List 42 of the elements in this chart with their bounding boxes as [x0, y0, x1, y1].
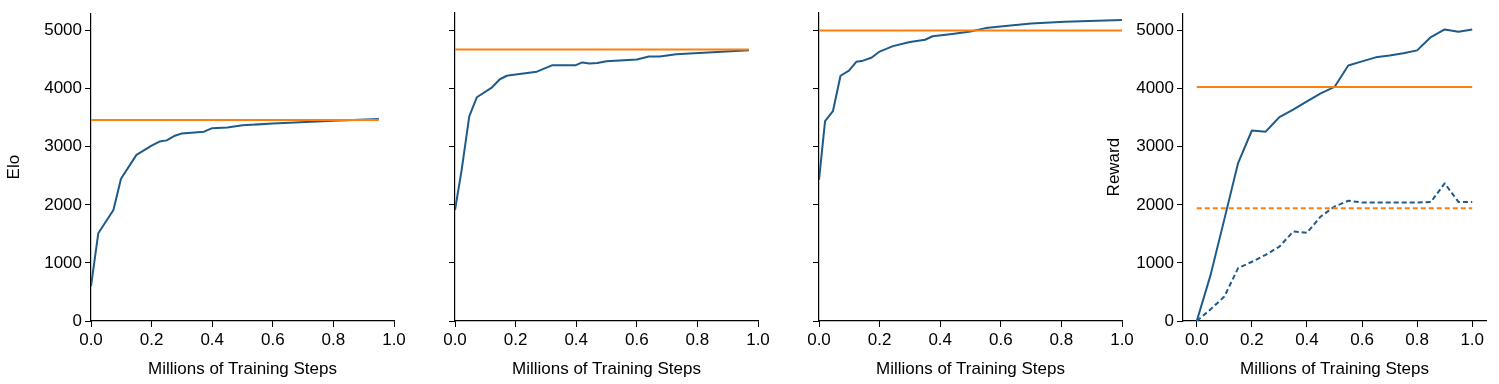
x-tick-label: 0.8 [685, 329, 710, 349]
x-tick-label: 0.2 [139, 329, 164, 349]
x-tick-label: 0.0 [1184, 329, 1209, 349]
x-tick-label: 0.6 [624, 329, 649, 349]
x-tick-label: 0.4 [200, 329, 225, 349]
y-tick-label: 0 [72, 310, 82, 330]
y-tick-label: 3000 [44, 136, 82, 156]
x-tick-label: 0.6 [260, 329, 285, 349]
x-tick-label: 1.0 [746, 329, 770, 349]
y-tick-label: 4000 [1136, 78, 1174, 98]
y-tick-label: 0 [1164, 310, 1174, 330]
x-tick-label: 0.2 [867, 329, 892, 349]
x-tick-label: 0.4 [564, 329, 589, 349]
y-tick-label: 5000 [44, 20, 82, 40]
y-tick-label: 2000 [1136, 194, 1174, 214]
y-tick-label: 5000 [1136, 20, 1174, 40]
x-tick-label: 0.6 [1350, 329, 1374, 349]
x-tick-label: 1.0 [1460, 329, 1485, 349]
y-tick-label: 3000 [1136, 136, 1174, 156]
x-tick-label: 0.8 [1049, 329, 1074, 349]
x-tick-label: 0.6 [988, 329, 1013, 349]
x-tick-label: 0.4 [1295, 329, 1319, 349]
x-tick-label: 0.0 [79, 329, 103, 349]
x-tick-label: 0.0 [807, 329, 831, 349]
y-tick-label: 4000 [44, 78, 82, 98]
x-tick-label: 0.2 [503, 329, 528, 349]
x-tick-label: 1.0 [1110, 329, 1134, 349]
y-axis-title: Reward [1103, 137, 1123, 197]
x-tick-label: 0.4 [928, 329, 953, 349]
y-tick-label: 1000 [1136, 252, 1174, 272]
x-tick-label: 0.8 [1405, 329, 1429, 349]
y-tick-label: 1000 [44, 252, 82, 272]
x-axis-title: Millions of Training Steps [148, 359, 337, 379]
x-axis-title: Millions of Training Steps [512, 359, 701, 379]
x-tick-label: 1.0 [382, 329, 406, 349]
x-tick-label: 0.0 [443, 329, 467, 349]
x-tick-label: 0.2 [1240, 329, 1264, 349]
x-axis-title: Millions of Training Steps [1240, 359, 1429, 379]
y-axis-title: Elo [3, 154, 23, 180]
x-axis-title: Millions of Training Steps [876, 359, 1065, 379]
y-tick-label: 2000 [44, 194, 82, 214]
x-tick-label: 0.8 [321, 329, 346, 349]
